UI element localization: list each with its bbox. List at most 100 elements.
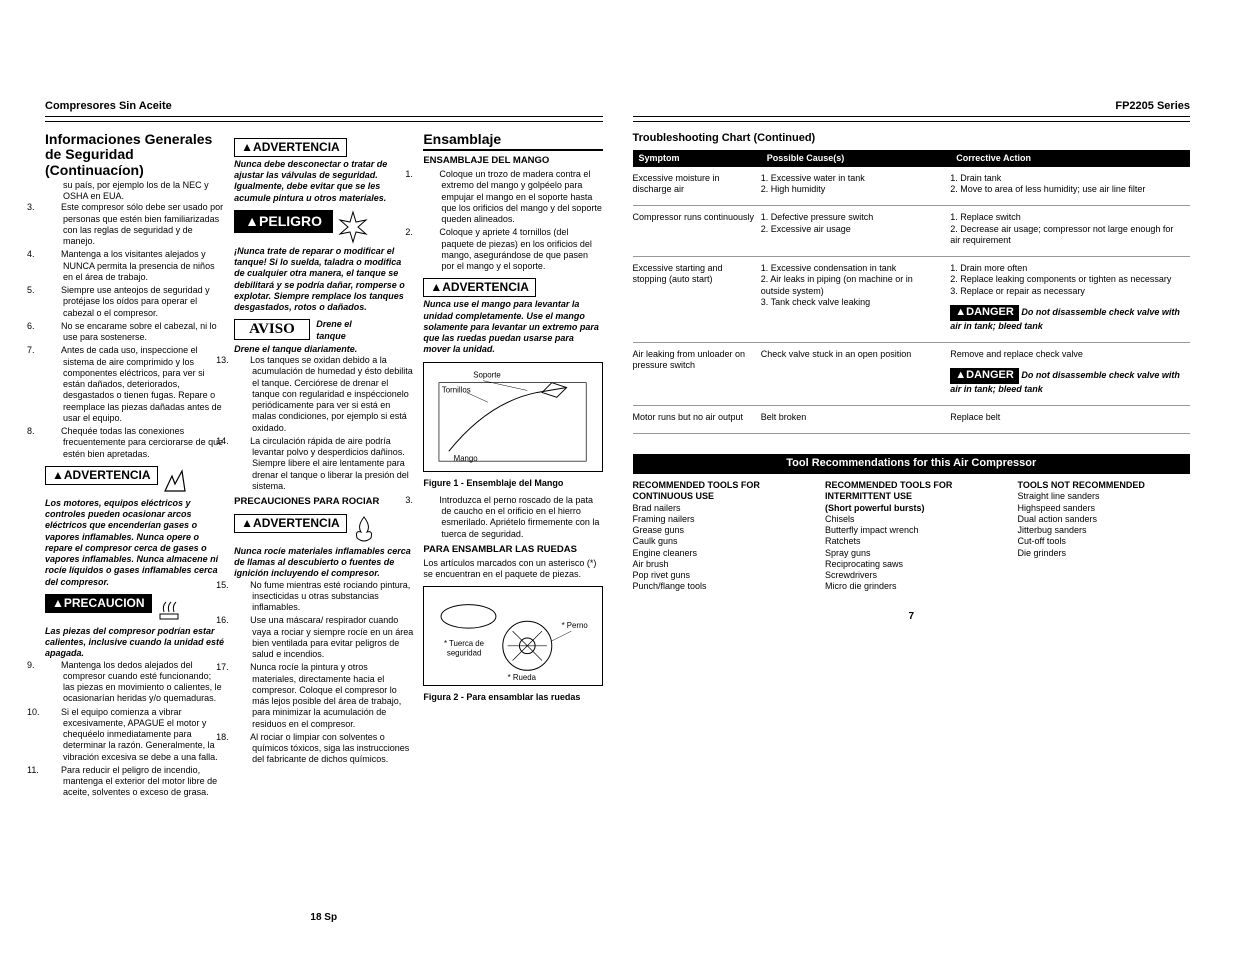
list-item: Cut-off tools (1018, 536, 1191, 547)
fig2-caption: Figura 2 - Para ensamblar las ruedas (423, 692, 602, 703)
list-item: 6.No se encarame sobre el cabezal, ni lo… (63, 321, 224, 344)
fig1-caption: Figure 1 - Ensemblaje del Mango (423, 478, 602, 489)
header-right-text: FP2205 Series (1115, 100, 1190, 114)
list-item: Framing nailers (633, 514, 806, 525)
table-row: Compressor runs continuously1. Defective… (633, 206, 1191, 257)
col3-warn: ▲ADVERTENCIA (423, 278, 602, 297)
hot-surface-icon (154, 594, 184, 624)
explosion-icon (336, 210, 370, 244)
list-item: 14.La circulación rápida de aire podría … (252, 436, 413, 492)
rec-bar: Tool Recommendations for this Air Compre… (633, 454, 1191, 474)
rule-thick (633, 116, 1191, 117)
th-action: Corrective Action (950, 150, 1190, 167)
danger-label: ▲DANGER (950, 368, 1019, 384)
list-item: 18.Al rociar o limpiar con solventes o q… (252, 732, 413, 766)
svg-text:* Rueda: * Rueda (508, 673, 537, 682)
col2-warn1-text: Nunca debe desconectar o tratar de ajust… (234, 159, 413, 204)
left-columns: Informaciones Generales de Seguridad (Co… (45, 132, 603, 894)
list-item: Jitterbug sanders (1018, 525, 1191, 536)
cell-action: 1. Replace switch2. Decrease air usage; … (950, 206, 1190, 257)
warn-advertencia-1: ▲ADVERTENCIA (45, 466, 224, 496)
th-cause: Possible Cause(s) (761, 150, 951, 167)
danger-label: ▲DANGER (950, 305, 1019, 321)
list-item: Straight line sanders (1018, 491, 1191, 502)
rec-col2-head: RECOMMENDED TOOLS FOR INTERMITTENT USE (825, 480, 998, 503)
table-row: Motor runs but no air outputBelt brokenR… (633, 406, 1191, 434)
svg-text:Tornillos: Tornillos (442, 385, 471, 394)
left-header: Compresores Sin Aceite (45, 100, 603, 114)
col2-subhead: PRECAUCIONES PARA ROCIAR (234, 496, 413, 508)
list-item: 2.Coloque y apriete 4 tornillos (del paq… (441, 227, 602, 272)
rec-col2-list: ChiselsButterfly impact wrenchRatchetsSp… (825, 514, 998, 593)
list-item: Highspeed sanders (1018, 503, 1191, 514)
list-item: Engine cleaners (633, 548, 806, 559)
svg-text:seguridad: seguridad (447, 649, 481, 658)
list-item: Micro die grinders (825, 581, 998, 592)
warn-precaucion: ▲PRECAUCION (45, 594, 224, 624)
col2-aviso: AVISO Drene el tanque (234, 319, 413, 342)
ts-head: Symptom Possible Cause(s) Corrective Act… (633, 150, 1191, 167)
cell-cause: Belt broken (761, 406, 951, 434)
left-col1: Informaciones Generales de Seguridad (Co… (45, 132, 224, 894)
list-item: Butterfly impact wrench (825, 525, 998, 536)
th-symptom: Symptom (633, 150, 761, 167)
list-item: 3.Introduzca el perno roscado de la pata… (441, 495, 602, 540)
table-row: Excessive starting and stopping (auto st… (633, 257, 1191, 343)
left-col3: Ensamblaje ENSAMBLAJE DEL MANGO 1.Coloqu… (423, 132, 602, 894)
cell-cause: 1. Defective pressure switch2. Excessive… (761, 206, 951, 257)
lead-text: su país, por ejemplo los de la NEC y OSH… (45, 180, 224, 203)
col2-warn1: ▲ADVERTENCIA (234, 138, 413, 157)
rec-col2-sub: (Short powerful bursts) (825, 503, 998, 514)
precaucion-label: ▲PRECAUCION (45, 594, 152, 613)
aviso-side: Drene el tanque (316, 319, 368, 342)
warn2-text: Las piezas del compresor podrían estar c… (45, 626, 224, 660)
list-item: 16.Use una máscara/ respirador cuando va… (252, 615, 413, 660)
svg-text:* Perno: * Perno (562, 621, 589, 630)
rec-col3-list: Straight line sandersHighspeed sandersDu… (1018, 491, 1191, 559)
left-col2: ▲ADVERTENCIA Nunca debe desconectar o tr… (234, 132, 413, 894)
cell-cause: 1. Excessive condensation in tank2. Air … (761, 257, 951, 343)
list-item: 17.Nunca rocíe la pintura y otros materi… (252, 662, 413, 730)
col2-peligro: ▲PELIGRO (234, 210, 413, 244)
rec-col1: RECOMMENDED TOOLS FOR CONTINUOUS USE Bra… (633, 480, 806, 593)
ts-body: Excessive moisture in discharge air 1. Ex… (633, 167, 1191, 434)
advertencia-label: ▲ADVERTENCIA (45, 466, 158, 485)
section-title: Informaciones Generales de Seguridad (Co… (45, 132, 224, 178)
list-item: Reciprocating saws (825, 559, 998, 570)
sub2: PARA ENSAMBLAR LAS RUEDAS (423, 544, 602, 556)
table-row: Air leaking from unloader on pressure sw… (633, 342, 1191, 405)
rec-columns: RECOMMENDED TOOLS FOR CONTINUOUS USE Bra… (633, 480, 1191, 593)
list-item: 9.Mantenga los dedos alejados del compre… (63, 660, 224, 705)
table-row: Excessive moisture in discharge air1. Ex… (633, 167, 1191, 206)
list-item: 13.Los tanques se oxidan debido a la acu… (252, 355, 413, 434)
list-item: 8.Chequée todas las conexiones frecuente… (63, 426, 224, 460)
list-item: Dual action sanders (1018, 514, 1191, 525)
col1-list2: 9.Mantenga los dedos alejados del compre… (45, 660, 224, 799)
list-item: Air brush (633, 559, 806, 570)
cell-action: Replace belt (950, 406, 1190, 434)
list-item: 7.Antes de cada uso, inspeccione el sist… (63, 345, 224, 424)
aviso-label: AVISO (234, 319, 310, 340)
right-page: FP2205 Series Troubleshooting Chart (Con… (618, 100, 1206, 924)
list-item: 1.Coloque un trozo de madera contra el e… (441, 169, 602, 225)
cell-symptom: Excessive moisture in discharge air (633, 167, 761, 206)
list-item: 10.Si el equipo comienza a vibrar excesi… (63, 707, 224, 763)
item3-text: Introduzca el perno roscado de la pata d… (439, 495, 599, 539)
col2-list2: 15.No fume mientras esté rociando pintur… (234, 580, 413, 766)
list-item: Punch/flange tools (633, 581, 806, 592)
cell-symptom: Excessive starting and stopping (auto st… (633, 257, 761, 343)
list-item: Brad nailers (633, 503, 806, 514)
list-item: 5.Siempre use anteojos de seguridad y pr… (63, 285, 224, 319)
text2: Los artículos marcados con un asterisco … (423, 558, 602, 581)
cell-action: Remove and replace check valve▲DANGER Do… (950, 342, 1190, 405)
list-item: Die grinders (1018, 548, 1191, 559)
ts-title: Troubleshooting Chart (Continued) (633, 132, 1191, 146)
col2-warn2: ▲ADVERTENCIA (234, 514, 413, 544)
col3-warn-text: Nunca use el mango para levantar la unid… (423, 299, 602, 355)
list-item: Chisels (825, 514, 998, 525)
sub1: ENSAMBLAJE DEL MANGO (423, 155, 602, 167)
list-item: 3.Este compresor sólo debe ser usado por… (63, 202, 224, 247)
cell-action: 1. Drain tank2. Move to area of less hum… (950, 167, 1190, 206)
peligro-label: ▲PELIGRO (234, 210, 333, 234)
left-page: Compresores Sin Aceite Informaciones Gen… (30, 100, 618, 924)
